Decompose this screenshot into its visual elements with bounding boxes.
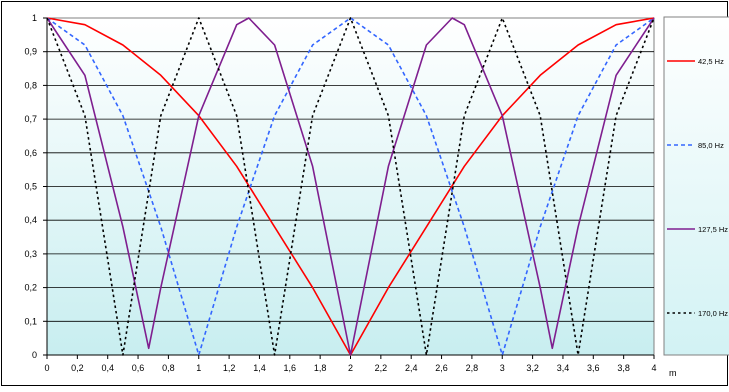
y-tick-label: 1	[32, 13, 37, 23]
x-tick-label: 3	[500, 363, 505, 373]
y-tick-label: 0,4	[24, 215, 37, 225]
legend-label: 127,5 Hz	[698, 225, 728, 234]
series-line	[47, 17, 655, 356]
legend-label: 85,0 Hz	[698, 141, 724, 150]
x-tick-label: 1,8	[314, 363, 327, 373]
x-tick-label: 0	[44, 363, 49, 373]
x-tick-label: 2,6	[435, 363, 448, 373]
grid-lines	[47, 51, 654, 322]
legend-label: 42,5 Hz	[698, 57, 724, 66]
y-tick-label: 0,1	[24, 316, 37, 326]
x-tick-label: 2,8	[466, 363, 479, 373]
legend: 42,5 Hz 85,0 Hz 127,5 Hz 170,0 Hz	[667, 57, 728, 318]
y-tick-label: 0,8	[24, 80, 37, 90]
y-tick-label: 0,3	[24, 249, 37, 259]
series-line	[47, 17, 655, 356]
legend-box	[663, 16, 729, 356]
x-tick-label: 1	[196, 363, 201, 373]
axes: 0 0,1 0,2 0,3 0,4 0,5 0,6 0,7 0,8 0,9 1 0 0,2 0,4 0,6 0…	[24, 13, 656, 373]
y-tick-label: 0,5	[24, 182, 37, 192]
x-tick-label: 1,6	[284, 363, 297, 373]
series-layer	[47, 17, 655, 356]
y-tick-label: 0,6	[24, 148, 37, 158]
x-tick-label: 3,4	[557, 363, 570, 373]
x-tick-label: 1,4	[253, 363, 266, 373]
y-tick-label: 0,9	[24, 47, 37, 57]
x-tick-label: 2	[348, 363, 353, 373]
x-tick-label: 3,6	[587, 363, 600, 373]
x-tick-label: 0,2	[71, 363, 84, 373]
x-tick-label: 0,4	[101, 363, 114, 373]
x-tick-label: 0,6	[132, 363, 145, 373]
x-tick-label: 2,2	[375, 363, 388, 373]
series-line	[47, 17, 655, 356]
x-tick-label: 3,2	[526, 363, 539, 373]
legend-label: 170,0 Hz	[698, 309, 728, 318]
x-tick-label: 1,2	[223, 363, 236, 373]
y-tick-label: 0,2	[24, 283, 37, 293]
x-tick-label: 0,8	[162, 363, 175, 373]
x-tick-label: 3,8	[617, 363, 630, 373]
x-tick-label: 4	[651, 363, 656, 373]
y-tick-label: 0	[32, 350, 37, 360]
y-tick-label: 0,7	[24, 114, 37, 124]
x-axis-title: m	[669, 368, 677, 378]
x-tick-label: 2,4	[405, 363, 418, 373]
